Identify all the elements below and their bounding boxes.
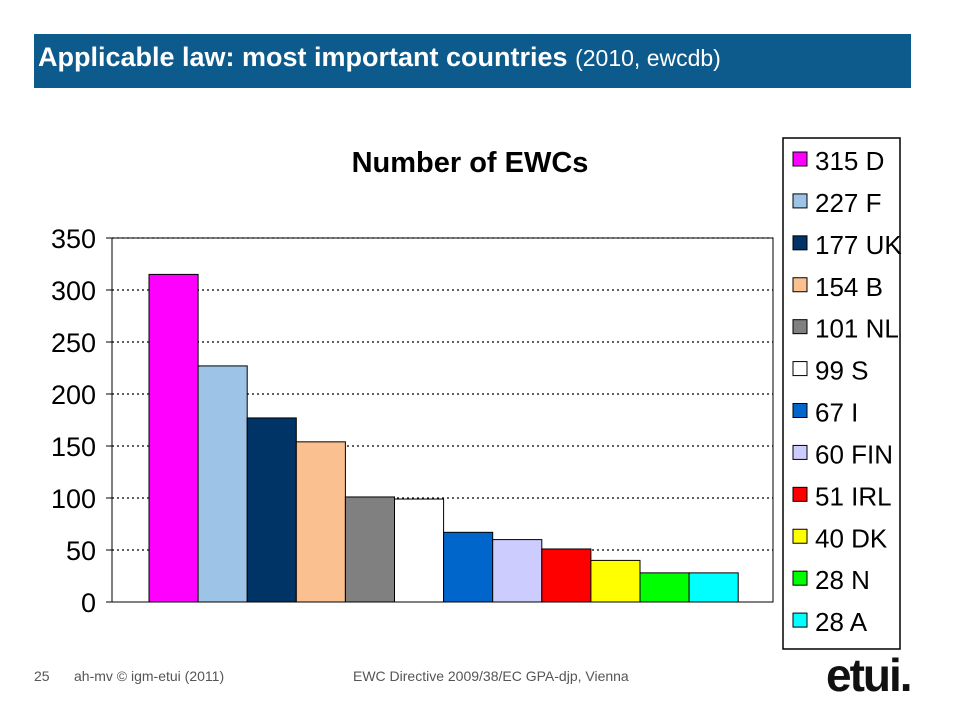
bar	[344, 496, 395, 603]
bar	[295, 441, 346, 603]
y-tick-label: 200	[51, 380, 96, 410]
legend-label: 101 NL	[815, 314, 899, 344]
footer-event: EWC Directive 2009/38/EC GPA-djp, Vienna	[353, 668, 629, 684]
legend-swatch	[792, 403, 808, 418]
legend-label: 60 FIN	[815, 439, 893, 469]
y-tick-label: 100	[51, 484, 96, 514]
legend-label: 177 UK	[815, 230, 902, 260]
bar	[492, 539, 543, 603]
legend-label: 227 F	[815, 188, 882, 218]
slide-title-sub: (2010, ewcdb)	[575, 45, 721, 71]
legend-swatch	[792, 612, 808, 628]
legend-label: 154 B	[815, 272, 883, 302]
slide-title-main: Applicable law: most important countries	[38, 42, 568, 72]
bar	[394, 498, 445, 603]
bar	[148, 273, 199, 603]
legend-swatch	[792, 570, 808, 586]
page-number: 25	[34, 668, 50, 684]
slide-title: Applicable law: most important countries…	[38, 42, 721, 73]
y-tick-label: 50	[66, 536, 96, 566]
bar	[541, 548, 592, 603]
legend-swatch	[792, 277, 808, 293]
bar	[590, 559, 641, 603]
y-tick-label: 350	[51, 224, 96, 254]
bar	[246, 417, 297, 603]
legend-swatch	[792, 361, 808, 377]
title-bar: Applicable law: most important countries…	[34, 34, 911, 88]
legend-swatch	[792, 528, 808, 544]
footer-copyright: ah-mv © igm-etui (2011)	[74, 668, 225, 684]
legend-swatch	[792, 319, 808, 335]
legend-swatch	[792, 486, 808, 502]
legend-label: 40 DK	[815, 523, 888, 553]
legend-swatch	[792, 193, 808, 209]
plot-area	[111, 237, 774, 603]
y-tick-label: 250	[51, 328, 96, 358]
y-tick-label: 0	[81, 588, 96, 618]
legend-box	[782, 137, 901, 650]
bar	[688, 572, 739, 603]
legend-swatch	[792, 235, 808, 251]
legend-swatch	[792, 151, 808, 167]
etui-logo: etui.	[826, 649, 913, 701]
bar	[443, 531, 494, 603]
chart-title: Number of EWCs	[352, 147, 589, 179]
bar	[639, 572, 690, 603]
y-tick-label: 150	[51, 432, 96, 462]
legend-label: 315 D	[815, 146, 884, 176]
legend-swatch	[792, 444, 808, 460]
legend-label: 28 N	[815, 565, 870, 595]
legend-label: 99 S	[815, 356, 869, 386]
legend-label: 28 A	[815, 607, 868, 637]
legend-label: 51 IRL	[815, 481, 892, 511]
y-tick-label: 300	[51, 276, 96, 306]
bar	[197, 365, 248, 603]
legend-label: 67 I	[815, 398, 858, 428]
